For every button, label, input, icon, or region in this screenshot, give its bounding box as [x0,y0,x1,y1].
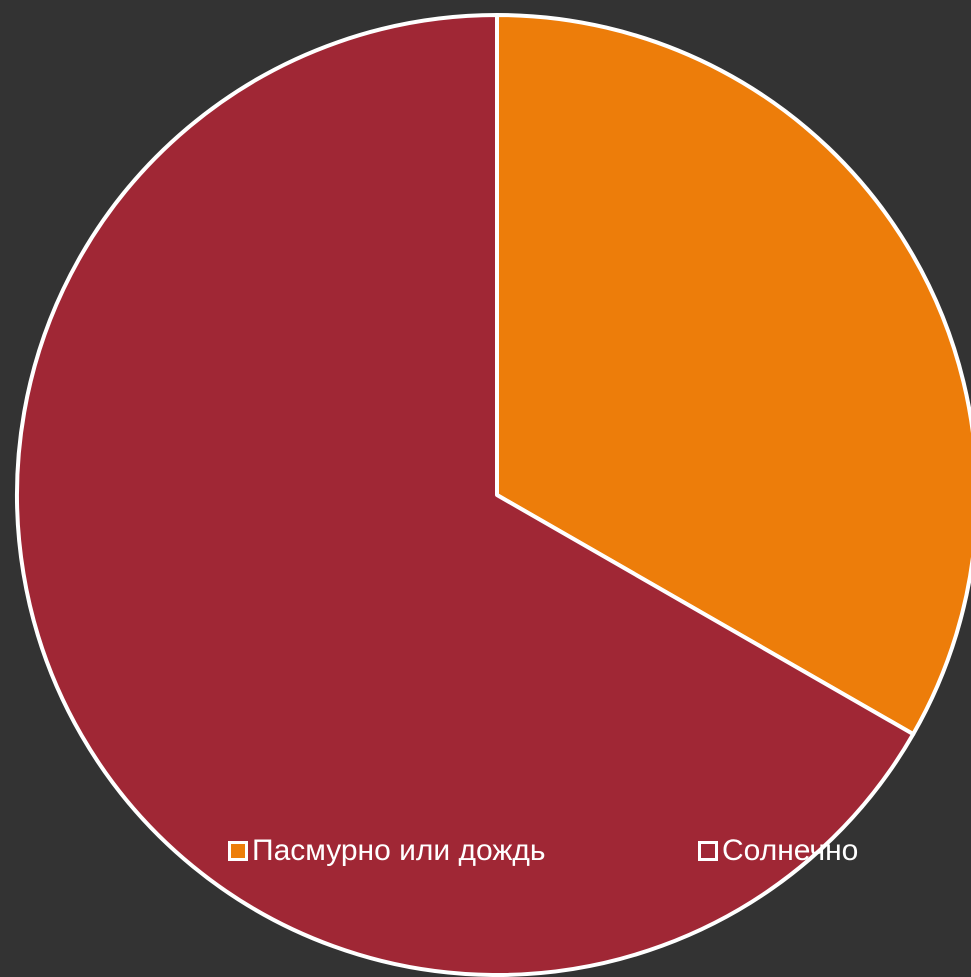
chart-legend: Пасмурно или дождь Солнечно [228,834,908,870]
pie-slice-sunny [15,13,916,977]
legend-item-sunny: Солнечно [698,834,858,868]
legend-label-overcast: Пасмурно или дождь [252,834,546,867]
legend-label-sunny: Солнечно [722,834,859,867]
legend-swatch-overcast [228,841,248,861]
pie-slice-overcast [495,13,971,737]
legend-item-overcast: Пасмурно или дождь [228,834,546,868]
legend-swatch-sunny [698,841,718,861]
